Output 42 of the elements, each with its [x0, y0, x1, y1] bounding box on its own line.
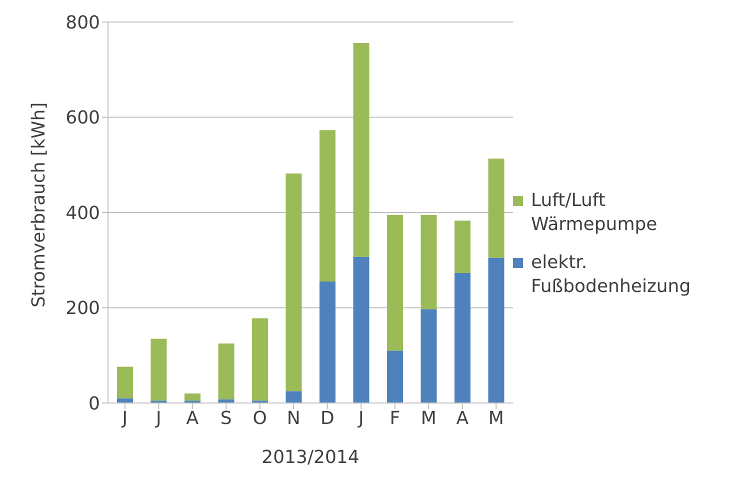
x-tick-label: M	[488, 408, 504, 429]
bar	[420, 309, 437, 403]
bar	[420, 214, 437, 310]
y-axis-title: Stromverbrauch [kWh]	[28, 102, 50, 308]
y-tick-label: 800	[66, 12, 100, 34]
bar	[320, 130, 336, 282]
x-tick-label: O	[252, 408, 267, 429]
bar	[286, 391, 302, 403]
y-tick-label: 600	[66, 108, 100, 129]
x-tick-label: S	[220, 408, 232, 429]
bar	[454, 220, 470, 273]
bar	[320, 282, 336, 403]
x-tick-label: N	[286, 408, 300, 429]
legend-label: Luft/Luft Wärmepumpe	[531, 188, 658, 236]
bar	[218, 343, 234, 400]
x-tick-label: J	[357, 408, 364, 429]
x-tick-label: F	[390, 408, 400, 429]
y-tick-label: 0	[88, 393, 100, 414]
bar	[454, 272, 470, 403]
bar	[488, 258, 504, 403]
bar	[117, 366, 133, 398]
x-axis-title: 2013/2014	[262, 447, 360, 468]
bar	[184, 393, 200, 401]
bar	[488, 158, 504, 258]
bar	[286, 173, 302, 392]
bar	[353, 256, 370, 403]
bar	[387, 350, 403, 403]
y-tick-label: 200	[66, 298, 100, 320]
bar	[252, 318, 268, 401]
legend-label: elektr. Fußbodenheizung	[531, 250, 692, 298]
x-tick-label: M	[420, 408, 436, 429]
x-tick-label: J	[121, 408, 128, 429]
x-tick-label: A	[456, 408, 470, 429]
x-tick-label: A	[186, 408, 200, 429]
bar	[150, 338, 167, 401]
x-tick-label: J	[154, 408, 162, 429]
bar	[387, 214, 403, 351]
bar	[117, 398, 133, 403]
x-tick-label: D	[320, 408, 334, 429]
y-tick-label: 400	[66, 202, 100, 224]
bar	[218, 399, 234, 403]
bar	[353, 42, 370, 257]
